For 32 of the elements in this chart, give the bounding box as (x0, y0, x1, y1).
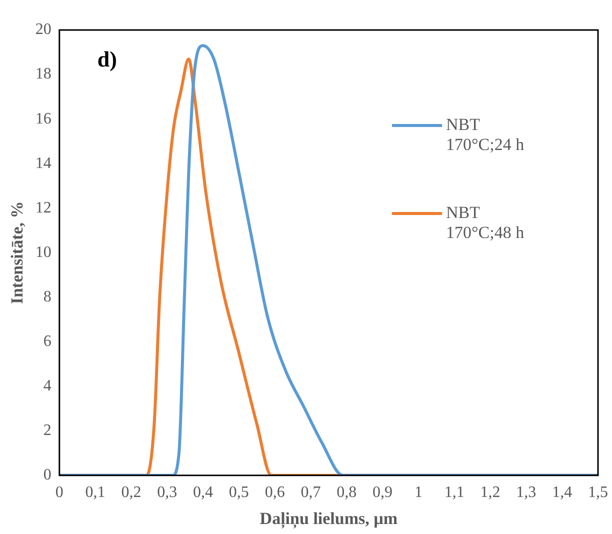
x-tick-label: 0,7 (300, 484, 321, 502)
x-tick-label: 1,5 (588, 484, 608, 502)
y-tick-label: 4 (43, 378, 52, 395)
y-tick-label: 6 (43, 332, 52, 350)
y-tick-label: 14 (35, 154, 52, 172)
y-tick-label: 10 (35, 244, 52, 261)
x-tick-label: 0,2 (121, 484, 142, 502)
x-tick-label: 1,1 (444, 484, 464, 502)
x-tick-label: 1,4 (552, 484, 572, 502)
annotation: d) (97, 46, 117, 72)
x-tick-label: 1,3 (516, 484, 536, 502)
y-tick-label: 2 (43, 422, 52, 440)
x-tick-label: 0,3 (157, 484, 178, 502)
x-axis-title: Daļiņu lielums, µm (260, 509, 398, 530)
y-tick-label: 16 (35, 110, 52, 128)
y-tick-label: 20 (35, 21, 52, 38)
x-tick-label: 0,5 (228, 484, 249, 502)
y-tick-label: 18 (35, 66, 52, 83)
x-tick-label: 0,6 (264, 484, 285, 502)
legend-label: NBT 170°C;48 h (446, 203, 526, 243)
y-tick-label: 0 (43, 466, 52, 484)
x-tick-label: 0,1 (85, 484, 106, 502)
y-tick-label: 8 (43, 288, 52, 306)
x-tick-label: 0,4 (193, 484, 214, 502)
x-tick-label: 1 (414, 484, 422, 502)
x-tick-label: 1,2 (480, 484, 500, 502)
x-tick-label: 0 (55, 484, 64, 502)
x-tick-label: 0,9 (372, 484, 393, 502)
y-tick-label: 12 (35, 199, 52, 216)
legend-label: NBT 170°C;24 h (446, 115, 526, 155)
x-tick-label: 0,8 (336, 484, 357, 502)
y-axis-title: Intensitāte, % (8, 201, 27, 304)
